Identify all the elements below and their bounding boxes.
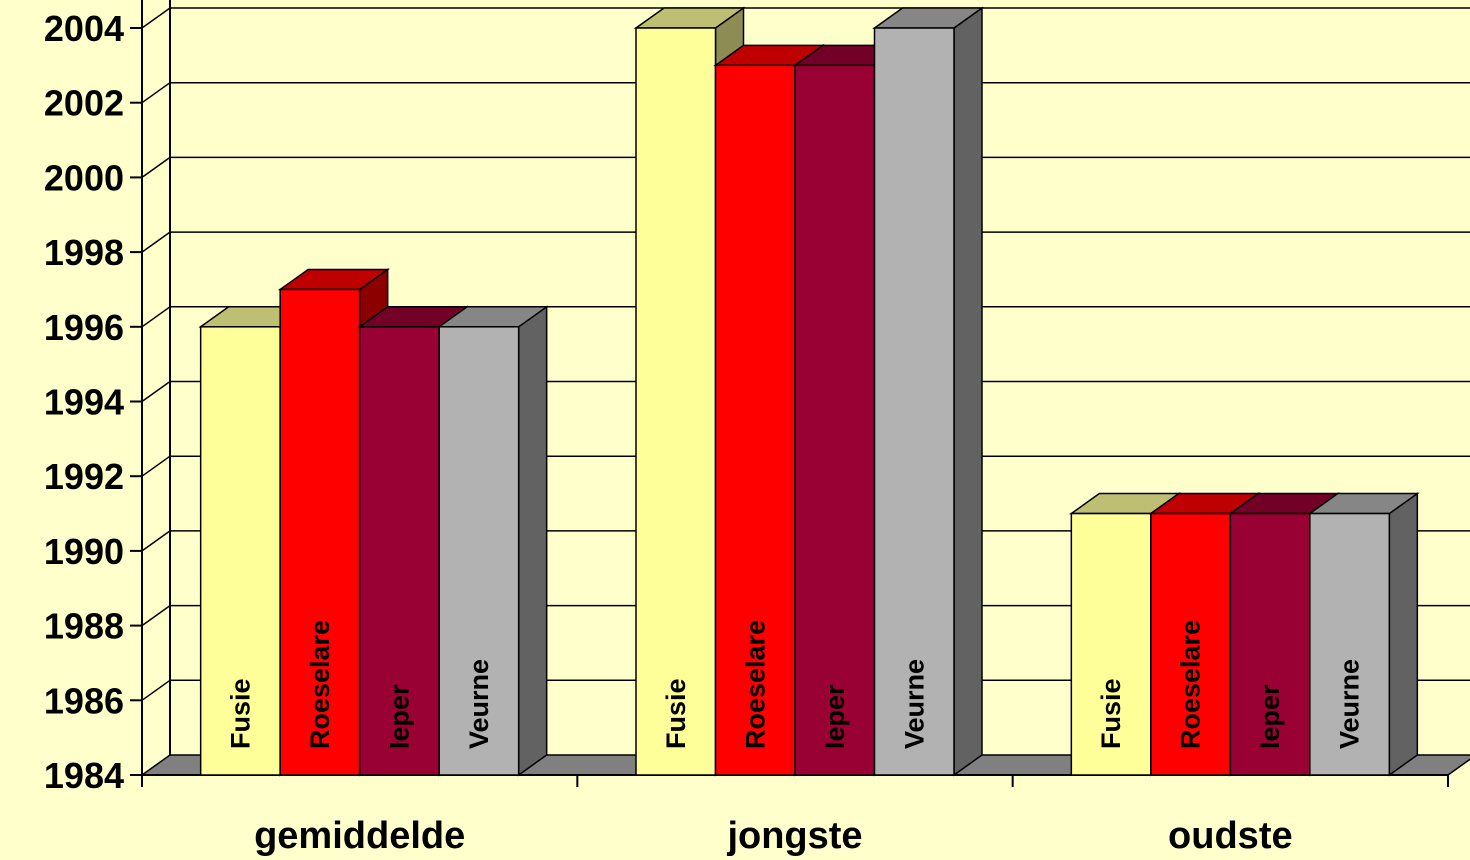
gridline-side (141, 679, 171, 701)
bar-oudste-veurne: Veurne (1307, 492, 1420, 777)
y-tick-label: 2002 (44, 83, 124, 124)
bar-front (279, 288, 361, 776)
bar-gemiddelde-veurne: Veurne (436, 305, 550, 777)
bar-front (199, 326, 281, 776)
y-tick-label: 2000 (44, 157, 124, 198)
bar-jongste-veurne: Veurne (872, 6, 985, 777)
bar-front (635, 27, 717, 776)
bar-label: Roeselare (740, 620, 770, 749)
bar-label: Roeselare (305, 620, 335, 749)
y-tick-label: 1990 (44, 531, 124, 572)
gridline-side (141, 530, 171, 552)
bar-front (1070, 512, 1152, 776)
bar-front (873, 27, 955, 776)
x-category-label: oudste (1168, 815, 1293, 857)
gridline-side (141, 82, 171, 104)
gridline-side (141, 156, 171, 179)
bar-side (517, 305, 548, 777)
y-tick-label: 1994 (44, 382, 124, 423)
bars: Fusie Roeselare Ieper Veurne Fusie Roeselare I… (198, 6, 1420, 777)
y-tick-label: 1988 (44, 606, 124, 647)
gridline-side (141, 7, 171, 29)
bar-label: Veurne (899, 659, 929, 749)
y-tick-label: 1998 (44, 232, 124, 273)
bar-side (953, 6, 983, 777)
bar-label: Ieper (1255, 684, 1285, 749)
y-tick-label: 1996 (44, 307, 124, 348)
bar-front (1309, 512, 1391, 776)
bar-front (1150, 512, 1232, 776)
bar-label: Roeselare (1176, 620, 1206, 749)
bar-label: Fusie (225, 678, 255, 749)
bar-label: Veurne (464, 659, 494, 749)
bar-front (438, 326, 520, 776)
x-category-label: gemiddelde (254, 815, 465, 857)
bar-front (794, 64, 876, 776)
gridline-side (141, 604, 171, 627)
gridline-side (141, 231, 171, 253)
y-tick-labels: 1984 1986 1988 1990 1992 1994 1996 1998 2000 2002… (44, 8, 124, 796)
y-tick-label: 1986 (44, 680, 124, 721)
bar-front (714, 64, 796, 776)
y-tick-label: 1984 (44, 755, 124, 796)
bar-label: Ieper (384, 684, 414, 749)
bar-label: Fusie (1096, 678, 1126, 749)
y-tick-label: 1992 (44, 456, 124, 497)
x-category-label: jongste (726, 815, 862, 857)
gridline-side (141, 455, 171, 477)
bar-side (1388, 492, 1419, 777)
bar-label: Ieper (820, 684, 850, 749)
gridline-side (141, 306, 171, 328)
bar-label: Veurne (1335, 659, 1365, 749)
x-category-labels: gemiddelde jongste oudste (254, 815, 1293, 857)
bar-label: Fusie (661, 678, 691, 749)
y-tick-label: 2004 (44, 8, 124, 49)
gridline-side (141, 380, 171, 403)
